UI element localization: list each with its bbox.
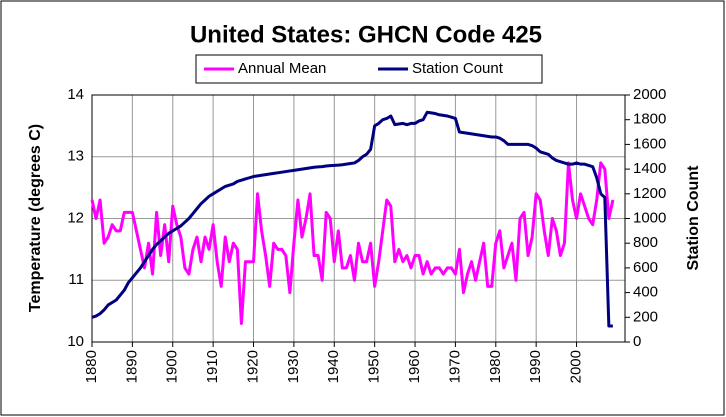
legend-label: Annual Mean (238, 60, 326, 77)
y2-tick-label: 1000 (633, 209, 666, 226)
x-tick-label: 1910 (204, 350, 221, 383)
y2-tick-label: 1800 (633, 111, 666, 128)
x-tick-label: 1960 (406, 350, 423, 383)
x-tick-label: 1950 (366, 350, 383, 383)
series-line (90, 161, 615, 325)
y2-axis-label: Station Count (685, 165, 702, 271)
y2-tick-label: 1400 (633, 160, 666, 177)
y2-tick-label: 1600 (633, 135, 666, 152)
x-tick-label: 1940 (325, 350, 342, 383)
legend-box (195, 54, 543, 84)
x-tick-label: 1930 (285, 350, 302, 383)
y2-tick-label: 400 (633, 284, 658, 301)
y-tick-label: 10 (67, 333, 84, 350)
x-tick-label: 1980 (487, 350, 504, 383)
chart-title: United States: GHCN Code 425 (190, 21, 542, 48)
y2-tick-label: 2000 (633, 86, 666, 103)
x-tick-label: 1890 (123, 350, 140, 383)
x-tick-label: 1920 (244, 350, 261, 383)
y2-tick-label: 200 (633, 308, 658, 325)
y-tick-label: 13 (67, 148, 84, 165)
plot-frame (91, 94, 626, 343)
series-line (91, 110, 613, 328)
x-tick-label: 1970 (446, 350, 463, 383)
y2-tick-label: 800 (633, 234, 658, 251)
y2-tick-label: 600 (633, 259, 658, 276)
y2-tick-label: 0 (633, 333, 641, 350)
x-tick-label: 1990 (527, 350, 544, 383)
x-tick-label: 1900 (164, 350, 181, 383)
x-tick-label: 2000 (568, 350, 585, 383)
y-tick-label: 11 (68, 271, 84, 288)
y-axis-label: Temperature (degrees C) (27, 124, 44, 312)
y-tick-label: 12 (67, 209, 84, 226)
x-tick-label: 1880 (83, 350, 100, 383)
legend-label: Station Count (412, 60, 504, 77)
y2-tick-label: 1200 (633, 185, 666, 202)
y-tick-label: 14 (67, 86, 84, 103)
